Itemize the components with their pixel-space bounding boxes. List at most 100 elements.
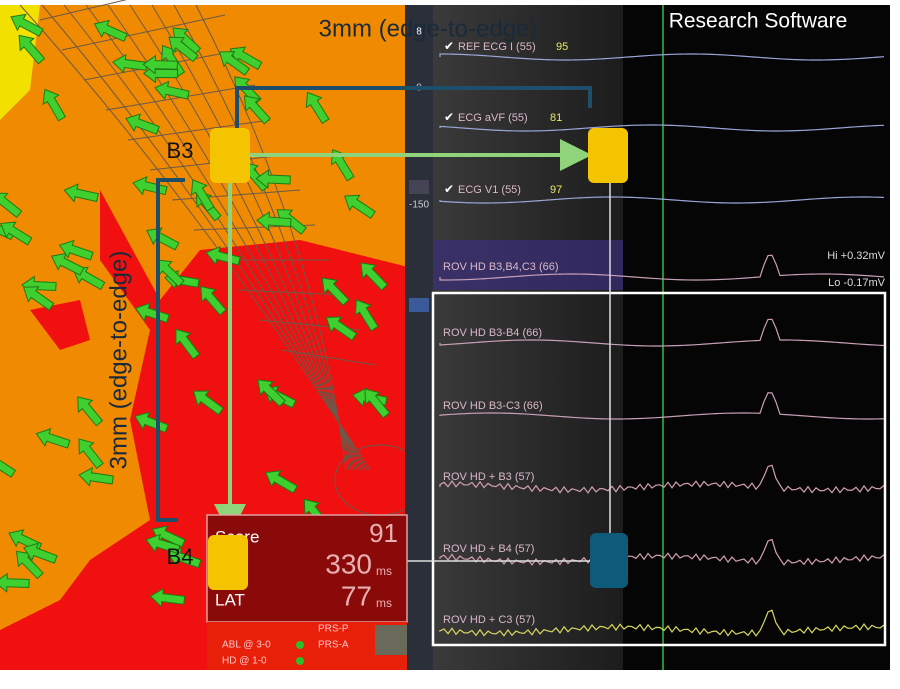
trace — [439, 124, 885, 132]
electrode-label: B3 — [167, 138, 194, 163]
channel-label: ROV HD + C3 (57) — [443, 614, 535, 626]
trace — [439, 609, 885, 637]
vector-arrow — [192, 390, 224, 416]
trace — [439, 392, 885, 420]
vector-arrow — [42, 88, 67, 122]
vector-arrow — [35, 428, 71, 449]
scale-lo: Lo -0.17mV — [828, 277, 886, 289]
title: Research Software — [669, 10, 848, 33]
spacing-label: 3mm (edge-to-edge) — [319, 15, 538, 42]
status-label: HD @ 1-0 — [222, 656, 267, 667]
scale-hi: Hi +0.32mV — [827, 250, 885, 262]
toolbar-button[interactable] — [409, 298, 429, 312]
electrode-box — [210, 128, 250, 183]
vector-arrow — [343, 194, 376, 219]
trace — [439, 196, 885, 204]
vector-arrow — [229, 46, 263, 71]
vector-arrow — [200, 285, 227, 316]
info-box: Score 91 330 ms LAT 77 ms ABL @ 3-0 HD @… — [206, 514, 408, 670]
vector-arrow — [58, 239, 94, 261]
vector-arrow — [50, 252, 85, 276]
catheter-spline — [173, 4, 350, 471]
vector-arrow — [18, 34, 46, 65]
channel-label: ROV HD B3-B4 (66) — [443, 327, 542, 339]
vector-arrow — [243, 95, 271, 125]
toolbar-button[interactable] — [409, 180, 429, 194]
channel-label: REF ECG I (55) — [458, 41, 536, 53]
vector-arrow — [146, 227, 180, 251]
vector-arrow — [0, 453, 17, 478]
channel-value: 95 — [556, 41, 568, 53]
channel-value: 97 — [550, 184, 562, 196]
status-label: PRS-A — [318, 640, 349, 651]
vector-arrow — [149, 587, 186, 608]
info-unit: ms — [376, 564, 392, 578]
vector-arrow — [145, 533, 181, 554]
catheter-rung — [281, 349, 376, 366]
vector-arrow — [78, 438, 104, 469]
catheter-rung — [171, 189, 301, 201]
trace — [439, 53, 885, 61]
electrode-box — [590, 533, 628, 588]
info-unit: ms — [376, 596, 392, 610]
vector-arrow — [364, 388, 391, 419]
vector-arrow — [151, 525, 186, 548]
toolbar: 8 0 -150 — [405, 5, 433, 670]
vector-arrow — [15, 550, 44, 580]
vector-arrow — [63, 183, 99, 203]
vector-arrow — [0, 192, 23, 219]
annotations: 3mm (edge-to-edge) 3mm (edge-to-edge) B3… — [105, 15, 611, 569]
status-label: ABL @ 3-0 — [222, 640, 271, 651]
electrode-box — [588, 128, 628, 183]
vector-arrow — [93, 19, 128, 43]
electrode-label: B4 — [167, 544, 194, 569]
info-value: 77 — [341, 580, 372, 611]
vector-arrow — [190, 179, 215, 212]
vector-arrow — [265, 470, 298, 494]
check: ✔ — [444, 110, 454, 124]
vector-arrow — [77, 396, 104, 427]
trace-panel: ✔ REF ECG I (55) 95 ✔ ECG aVF (55) 81 ✔ ECG V1 … — [431, 5, 890, 670]
catheter-spline — [63, 4, 365, 471]
vector-arrow — [321, 277, 350, 306]
vector-arrow — [142, 54, 178, 75]
vector-arrow — [330, 148, 355, 182]
status-label: PRS-P — [318, 624, 349, 635]
vector-arrow — [305, 91, 330, 125]
channel-label: ECG aVF (55) — [458, 112, 528, 124]
channel-label: ROV HD + B3 (57) — [443, 471, 534, 483]
vector-arrow — [360, 262, 389, 291]
vector-arrow — [255, 169, 291, 190]
catheter-rung — [127, 119, 271, 141]
vector-arrow — [0, 572, 30, 593]
toolbar-label: -150 — [409, 200, 429, 211]
check: ✔ — [444, 182, 454, 196]
vector-arrow — [23, 542, 58, 564]
info-label: LAT — [215, 590, 245, 609]
vector-arrow — [125, 113, 160, 135]
spacing-label: 3mm (edge-to-edge) — [105, 251, 132, 470]
catheter-rung — [39, 0, 128, 21]
catheter-spline — [19, 4, 371, 471]
vector-arrow — [218, 51, 251, 76]
catheter-spline — [41, 4, 368, 471]
vector-arrow — [112, 53, 148, 74]
vector-arrow — [168, 36, 199, 63]
toolbar-label: 8 — [416, 27, 422, 38]
vector-arrow — [325, 316, 358, 341]
vector-arrow — [256, 211, 292, 232]
catheter-spline — [195, 4, 347, 471]
trace — [439, 464, 885, 494]
trace — [439, 318, 885, 347]
check: ✔ — [444, 39, 454, 53]
vector-arrow — [78, 466, 114, 487]
channel-label: ROV HD B3-C3 (66) — [443, 400, 543, 412]
catheter-rung — [237, 289, 346, 296]
channel-value: 81 — [550, 112, 562, 124]
trace — [439, 254, 885, 281]
trace — [439, 538, 885, 566]
info-value: 91 — [369, 518, 398, 548]
channel-label: ROV HD B3,B4,C3 (66) — [443, 261, 559, 273]
channel-label: ECG V1 (55) — [458, 184, 521, 196]
vector-arrow — [156, 259, 185, 288]
